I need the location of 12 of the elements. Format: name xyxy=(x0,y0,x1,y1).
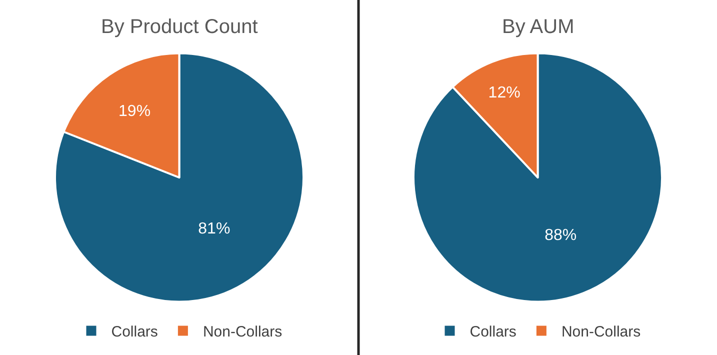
data-label: 81% xyxy=(198,220,230,238)
pie-slice xyxy=(412,52,663,303)
data-label: 88% xyxy=(544,226,577,244)
legend-label: Collars xyxy=(470,324,516,341)
data-label: 12% xyxy=(488,84,520,102)
legend-label: Non-Collars xyxy=(202,324,282,341)
chart-title: By AUM xyxy=(502,16,574,38)
legend-label: Collars xyxy=(111,324,158,341)
legend-label: Non-Collars xyxy=(561,324,641,341)
pie-slice xyxy=(54,52,304,303)
chart-title: By Product Count xyxy=(101,16,258,38)
data-label: 19% xyxy=(118,103,151,120)
